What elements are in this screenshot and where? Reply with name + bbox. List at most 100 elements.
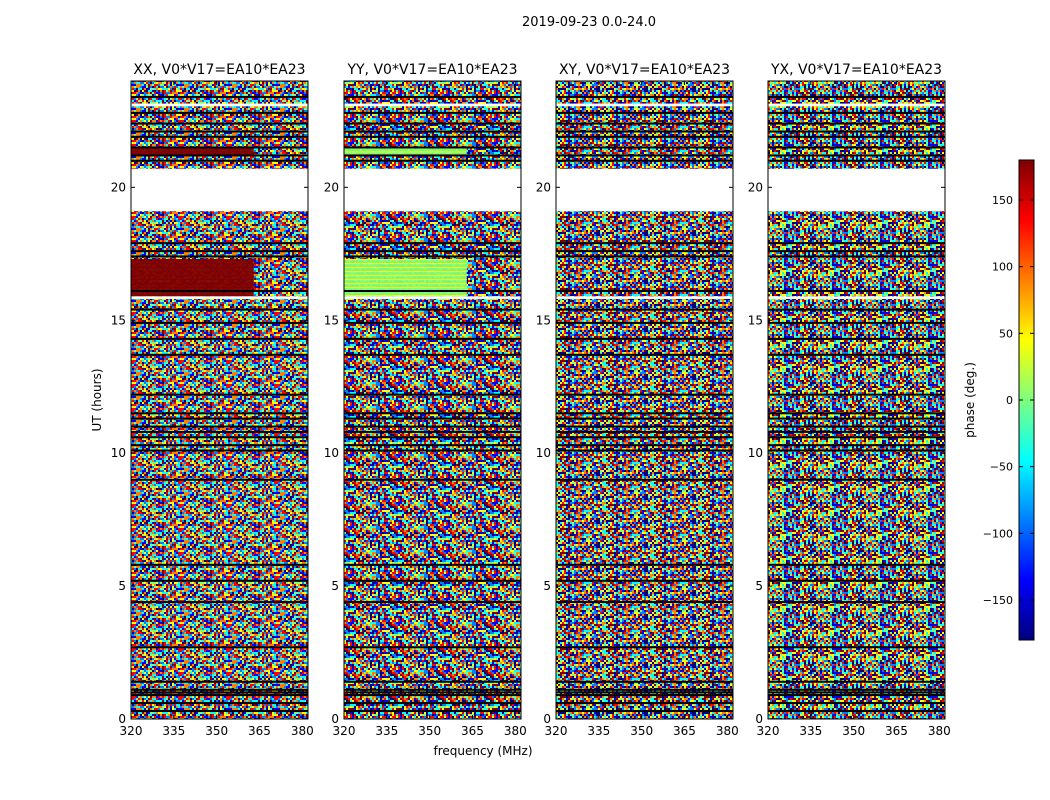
- flagged-row: [768, 321, 945, 324]
- flagged-row: [131, 563, 308, 566]
- flagged-row: [344, 702, 521, 705]
- panel-title: XX, V0*V17=EA10*EA23: [133, 62, 305, 78]
- no-data-gap: [556, 103, 733, 107]
- y-tick-label: 20: [324, 180, 339, 194]
- flagged-row: [556, 135, 733, 138]
- flagged-row: [344, 290, 521, 293]
- flagged-row: [344, 430, 521, 433]
- flagged-row: [344, 425, 521, 428]
- flagged-row: [556, 111, 733, 114]
- panel-title: XY, V0*V17=EA10*EA23: [559, 62, 730, 78]
- y-tick-label: 0: [118, 712, 126, 726]
- flagged-row: [131, 154, 308, 157]
- y-tick-label: 15: [324, 313, 339, 327]
- flagged-row: [344, 563, 521, 566]
- x-tick-label: 350: [205, 724, 228, 738]
- flagged-row: [344, 159, 521, 162]
- x-tick-label: 320: [333, 724, 356, 738]
- flagged-row: [131, 321, 308, 324]
- coherent-band-stripe: [131, 263, 254, 265]
- flagged-row: [768, 680, 945, 683]
- panel-xy: XY, V0*V17=EA10*EA23 320 335 350 365 380 0 5 10 1…: [536, 62, 739, 738]
- flagged-row: [344, 111, 521, 114]
- flagged-row: [131, 130, 308, 133]
- flagged-row: [131, 702, 308, 705]
- coherent-band: [131, 147, 254, 156]
- flagged-row: [131, 308, 308, 311]
- flagged-row: [344, 154, 521, 157]
- panel-frame: [767, 80, 946, 720]
- coherent-band-stripe: [344, 271, 467, 273]
- figure-suptitle: 2019-09-23 0.0-24.0: [522, 15, 656, 30]
- flagged-row: [131, 478, 308, 481]
- flagged-row: [556, 702, 733, 705]
- coherent-band-stripe: [131, 295, 254, 297]
- flagged-row: [556, 449, 733, 452]
- y-tick-label: 0: [331, 712, 339, 726]
- flagged-row: [344, 95, 521, 98]
- flagged-row: [344, 393, 521, 396]
- flagged-row: [131, 353, 308, 356]
- flagged-row: [556, 146, 733, 149]
- no-data-gap: [556, 296, 733, 299]
- y-tick-label: 15: [111, 313, 126, 327]
- x-tick-label: 365: [248, 724, 271, 738]
- flagged-row: [131, 250, 308, 253]
- coherent-band-stripe: [344, 151, 467, 153]
- colorbar-tick-label: −150: [983, 594, 1013, 607]
- flagged-row: [556, 680, 733, 683]
- flagged-row: [768, 159, 945, 162]
- flagged-row: [344, 353, 521, 356]
- flagged-row: [344, 478, 521, 481]
- flagged-row: [768, 425, 945, 428]
- flagged-row: [768, 412, 945, 415]
- no-data-gap: [768, 168, 945, 212]
- x-tick-label: 380: [928, 724, 951, 738]
- flagged-row: [768, 111, 945, 114]
- flagged-row: [768, 478, 945, 481]
- flagged-row: [556, 337, 733, 340]
- flagged-row: [768, 417, 945, 420]
- flagged-row: [344, 412, 521, 415]
- x-tick-label: 335: [162, 724, 185, 738]
- flagged-row: [556, 646, 733, 649]
- flagged-row: [556, 353, 733, 356]
- flagged-row: [556, 579, 733, 582]
- no-data-gap: [131, 168, 308, 212]
- flagged-row: [556, 425, 733, 428]
- y-tick-label: 10: [748, 446, 763, 460]
- x-tick-label: 320: [545, 724, 568, 738]
- coherent-band-stripe: [131, 259, 254, 261]
- coherent-band-stripe: [131, 151, 254, 153]
- coherent-band-stripe: [344, 267, 467, 269]
- flagged-row: [768, 430, 945, 433]
- y-tick-label: 0: [755, 712, 763, 726]
- flagged-row: [131, 646, 308, 649]
- x-tick-label: 350: [842, 724, 865, 738]
- flagged-row: [131, 691, 308, 694]
- flagged-row: [131, 449, 308, 452]
- flagged-row: [768, 122, 945, 125]
- flagged-row: [344, 135, 521, 138]
- flagged-row: [344, 308, 521, 311]
- flagged-row: [131, 694, 308, 697]
- coherent-band-stripe: [131, 279, 254, 281]
- flagged-row: [556, 122, 733, 125]
- flagged-row: [131, 135, 308, 138]
- panel-yy: YY, V0*V17=EA10*EA23 320 335 350 365 380 0 5 10 1…: [324, 62, 527, 738]
- flagged-row: [344, 691, 521, 694]
- flagged-row: [131, 111, 308, 114]
- y-tick-label: 5: [118, 579, 126, 593]
- coherent-band-stripe: [131, 275, 254, 277]
- no-data-gap: [768, 296, 945, 299]
- flagged-row: [556, 478, 733, 481]
- flagged-row: [344, 444, 521, 447]
- flagged-row: [556, 694, 733, 697]
- flagged-row: [131, 122, 308, 125]
- flagged-row: [768, 601, 945, 604]
- flagged-row: [131, 146, 308, 149]
- coherent-band-stripe: [344, 295, 467, 297]
- flagged-row: [768, 130, 945, 133]
- flagged-row: [131, 337, 308, 340]
